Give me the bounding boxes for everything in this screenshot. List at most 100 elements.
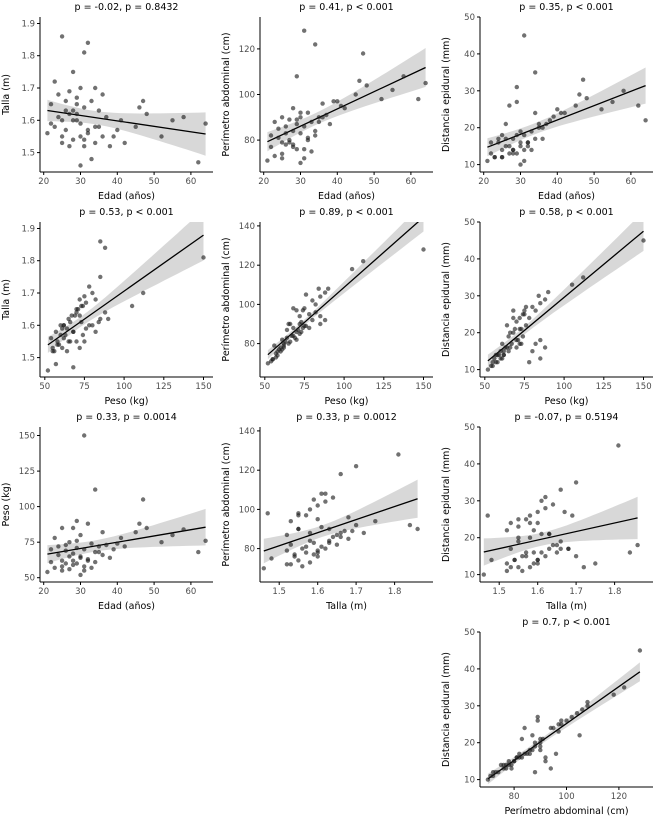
data-point	[530, 304, 535, 310]
data-point	[82, 547, 87, 552]
y-tick-label: 1.7	[21, 289, 35, 299]
data-point	[539, 550, 544, 555]
data-points	[261, 452, 420, 571]
data-point	[508, 520, 513, 526]
data-point	[514, 319, 519, 324]
data-point	[535, 509, 540, 515]
data-point	[489, 557, 494, 563]
x-tick-label: 20	[258, 177, 269, 187]
data-point	[272, 153, 277, 159]
y-tick-label: 50	[464, 423, 475, 433]
data-point	[529, 129, 534, 134]
data-point	[562, 509, 567, 515]
x-tick-label: 1.8	[608, 587, 622, 597]
x-tick-label: 40	[552, 177, 563, 187]
data-point	[540, 125, 545, 130]
y-tick-label: 20	[464, 739, 475, 749]
data-point	[558, 546, 563, 551]
data-point	[265, 511, 270, 516]
y-axis-label: Talla (m)	[1, 279, 12, 321]
data-point	[558, 539, 563, 544]
y-tick-label: 80	[244, 136, 255, 146]
x-tick-label: 50	[259, 382, 270, 392]
data-point	[581, 565, 586, 570]
data-point	[118, 118, 124, 123]
data-point	[281, 341, 286, 346]
y-tick-label: 40	[464, 665, 475, 675]
data-point	[82, 433, 87, 438]
y-tick-label: 50	[464, 218, 475, 228]
data-point	[56, 114, 61, 120]
data-point	[71, 365, 76, 370]
data-point	[61, 336, 66, 341]
data-point	[514, 132, 519, 138]
data-point	[511, 759, 517, 764]
data-point	[58, 323, 63, 328]
data-point	[538, 740, 543, 745]
x-tick-label: 150	[635, 382, 651, 392]
data-point	[268, 144, 274, 150]
data-point	[181, 527, 186, 532]
x-tick-label: 60	[185, 177, 196, 187]
data-point	[319, 524, 324, 530]
data-point	[547, 531, 552, 537]
data-point	[498, 762, 504, 768]
data-point	[303, 513, 309, 518]
data-point	[129, 303, 135, 309]
data-point	[196, 160, 201, 165]
data-point	[481, 572, 486, 577]
data-point	[60, 326, 65, 331]
data-point	[140, 497, 146, 502]
x-tick-label: 100	[336, 382, 352, 392]
data-point	[533, 341, 538, 346]
data-point	[637, 648, 643, 653]
data-point	[89, 98, 94, 104]
y-tick-label: 1.8	[21, 52, 35, 62]
data-point	[290, 144, 296, 150]
x-tick-label: 60	[405, 177, 416, 187]
data-point	[284, 532, 290, 538]
data-point	[527, 360, 532, 365]
data-point	[610, 99, 615, 105]
y-axis-label: Perímetro abdominal (cm)	[221, 32, 232, 156]
data-point	[522, 33, 527, 38]
data-point	[52, 535, 57, 541]
data-point	[316, 286, 321, 291]
data-point	[85, 558, 91, 563]
x-tick-label: 60	[185, 587, 196, 597]
data-point	[514, 84, 519, 90]
axes	[477, 16, 653, 175]
axes	[477, 426, 653, 585]
data-point	[159, 540, 164, 545]
data-point	[75, 307, 81, 312]
y-tick-label: 1.5	[21, 354, 35, 364]
data-point	[90, 323, 95, 328]
x-tick-label: 125	[376, 382, 392, 392]
data-point	[276, 135, 281, 140]
data-point	[573, 554, 579, 559]
data-point	[346, 536, 351, 541]
x-tick-label: 1.6	[311, 587, 325, 597]
data-point	[292, 554, 297, 559]
plot-title: p = 0.89, p < 0.001	[299, 207, 393, 218]
data-point	[518, 162, 523, 167]
data-point	[280, 337, 285, 342]
data-point	[320, 115, 325, 120]
data-point	[59, 564, 65, 569]
x-axis-label: Peso (kg)	[545, 396, 589, 407]
axes	[37, 17, 213, 175]
data-point	[506, 334, 511, 339]
data-point	[305, 110, 311, 115]
data-point	[577, 92, 582, 97]
data-point	[346, 515, 351, 520]
data-point	[276, 126, 281, 131]
data-point	[533, 136, 538, 141]
data-point	[527, 535, 533, 540]
data-point	[78, 163, 83, 168]
regression-line	[487, 230, 644, 362]
data-point	[611, 692, 616, 697]
data-point	[396, 452, 401, 457]
plot-title: p = 0.33, p = 0.0012	[296, 412, 397, 423]
data-point	[107, 555, 113, 560]
